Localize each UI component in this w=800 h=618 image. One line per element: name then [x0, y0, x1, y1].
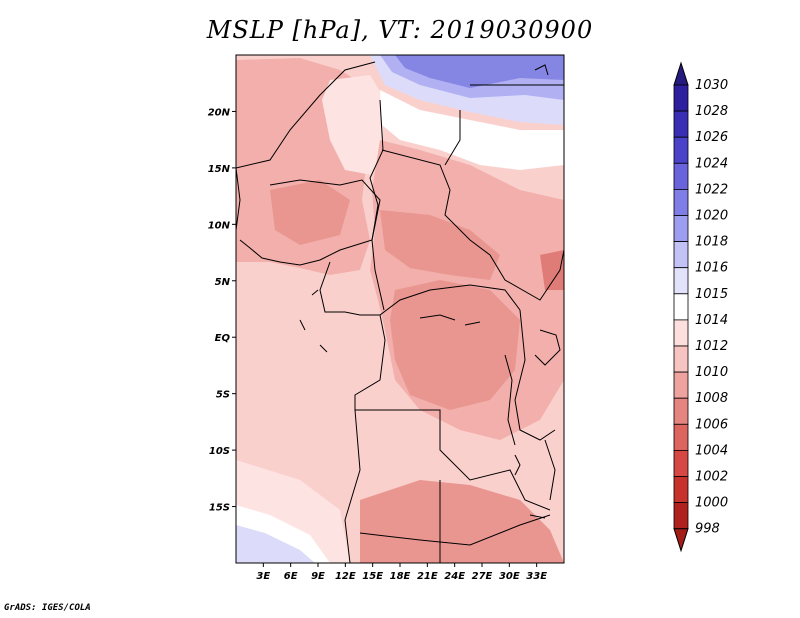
colorbar-level-label: 1015 [695, 287, 728, 302]
colorbar-level-label: 1028 [695, 104, 728, 119]
colorbar: 1030 1028 1026 1024 1022 1020 1018 1016 1015 1014… [673, 61, 728, 553]
colorbar-swatch [673, 241, 689, 269]
country-borders [236, 61, 564, 563]
lat-tick-label: 10N [208, 220, 231, 231]
map-title: MSLP [hPa], VT: 2019030900 [206, 16, 594, 44]
colorbar-level-label: 1012 [695, 339, 728, 354]
field-congo-deep [390, 280, 520, 410]
lat-tick-label: 15S [209, 503, 230, 514]
colorbar-level-label: 1024 [695, 156, 728, 171]
axis-ticks: 3E 6E 9E 12E 15E 18E 21E 24E 27E 30E 33E 20N 15N 10N 5… [208, 107, 548, 582]
colorbar-swatch [673, 476, 689, 504]
lat-tick-label: 5N [215, 277, 231, 288]
colorbar-swatch [673, 188, 689, 216]
colorbar-swatch [673, 371, 689, 399]
colorbar-swatch [673, 449, 689, 477]
lon-tick-label: 30E [499, 571, 520, 582]
field-north-blue-deep [395, 55, 564, 88]
lon-tick-label: 9E [311, 571, 325, 582]
colorbar-level-label: 1010 [695, 365, 728, 380]
colorbar-level-label: 998 [695, 522, 720, 537]
colorbar-swatch [673, 110, 689, 138]
colorbar-level-label: 1004 [695, 443, 728, 458]
colorbar-swatch [673, 293, 689, 321]
lat-tick-label: 15N [208, 164, 231, 175]
colorbar-level-label: 1016 [695, 261, 728, 276]
colorbar-swatch [673, 267, 689, 295]
colorbar-top-arrow [673, 61, 689, 86]
lon-tick-label: 27E [472, 571, 493, 582]
colorbar-swatch [673, 136, 689, 164]
lon-tick-label: 33E [526, 571, 547, 582]
lon-tick-label: 24E [444, 571, 465, 582]
lon-tick-label: 6E [284, 571, 298, 582]
lon-tick-label: 21E [417, 571, 438, 582]
lon-tick-label: 3E [256, 571, 270, 582]
colorbar-swatch [673, 162, 689, 190]
field-sw-blue-light [236, 525, 315, 563]
colorbar-level-label: 1000 [695, 496, 728, 511]
colorbar-level-label: 1008 [695, 391, 728, 406]
colorbar-swatch [673, 215, 689, 243]
colorbar-swatch [673, 423, 689, 451]
colorbar-bottom-arrow [673, 528, 689, 553]
colorbar-level-label: 1006 [695, 417, 728, 432]
colorbar-level-label: 1022 [695, 182, 728, 197]
colorbar-level-label: 1002 [695, 470, 728, 485]
lon-tick-label: 18E [390, 571, 411, 582]
grads-credit: GrADS: IGES/COLA [4, 603, 91, 613]
field-sahara-light [322, 75, 385, 175]
colorbar-level-label: 1030 [695, 78, 728, 93]
lat-tick-label: 5S [216, 390, 230, 401]
colorbar-level-label: 1018 [695, 235, 728, 250]
colorbar-level-label: 1026 [695, 130, 728, 145]
field-north-white-band [380, 90, 564, 170]
colorbar-swatch [673, 319, 689, 347]
lat-tick-label: 20N [208, 107, 231, 118]
field-southern-deep [360, 480, 564, 563]
lon-tick-label: 12E [335, 571, 356, 582]
mslp-field [236, 55, 564, 563]
colorbar-swatch [673, 345, 689, 373]
field-sudan-deep [380, 210, 500, 280]
lat-tick-label: 10S [209, 446, 230, 457]
lon-tick-label: 15E [362, 571, 383, 582]
colorbar-level-label: 1014 [695, 313, 728, 328]
colorbar-level-label: 1020 [695, 209, 728, 224]
lat-tick-label: EQ [215, 333, 231, 344]
colorbar-swatch [673, 502, 689, 530]
colorbar-swatch [673, 84, 689, 112]
field-chad-deep [270, 180, 350, 245]
colorbar-swatch [673, 397, 689, 425]
field-east-deepest [540, 250, 564, 290]
